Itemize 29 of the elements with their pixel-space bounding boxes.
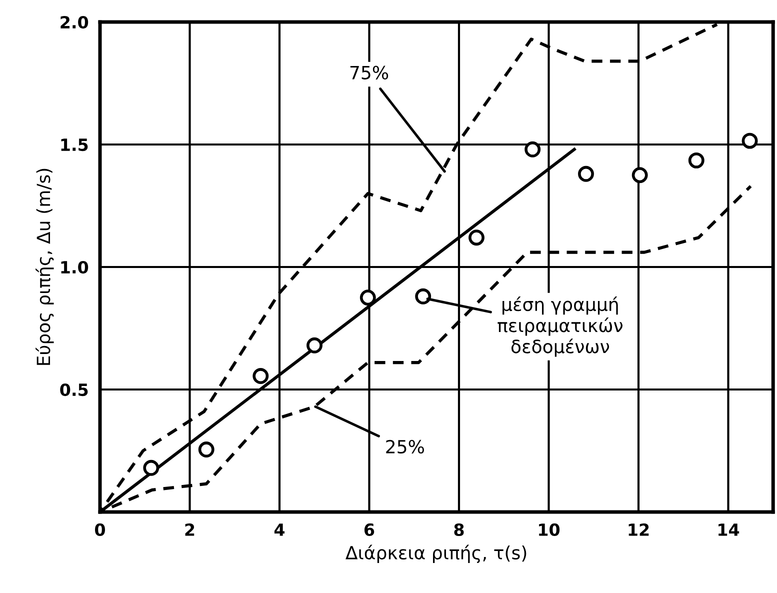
x-tick-label: 6 — [364, 523, 374, 536]
point — [468, 230, 484, 246]
y-tick-label: 2.0 — [60, 16, 88, 29]
point — [198, 442, 214, 458]
y-tick-label: 1.5 — [61, 138, 88, 152]
y-tick-label: 1.0 — [61, 260, 88, 274]
point — [688, 152, 704, 168]
annotation: 25% — [386, 440, 424, 454]
point — [578, 166, 594, 182]
x-tick-label: 10 — [539, 523, 560, 536]
x-axis-title: Διάρκεια ριπής, τ(s) — [346, 544, 526, 564]
annotation: μέση γραμμή πειραματικών δεδομένων — [498, 296, 622, 357]
y-tick-label: 0.5 — [60, 383, 88, 396]
annotation: 75% — [350, 66, 388, 80]
x-tick-label: 0 — [95, 523, 105, 536]
point — [306, 337, 322, 354]
x-tick-label: 4 — [274, 524, 285, 536]
point — [143, 460, 160, 476]
point — [415, 288, 432, 304]
point — [742, 132, 758, 149]
y-axis-title: Εύρος ριπής, Δu (m/s) — [36, 168, 54, 365]
x-tick-label: 12 — [628, 523, 649, 536]
x-tick-label: 8 — [454, 523, 464, 536]
point — [524, 141, 541, 158]
x-tick-label: 2 — [185, 523, 194, 536]
x-tick-label: 14 — [718, 524, 740, 536]
point — [252, 368, 269, 384]
point — [360, 290, 376, 306]
point — [632, 167, 648, 184]
